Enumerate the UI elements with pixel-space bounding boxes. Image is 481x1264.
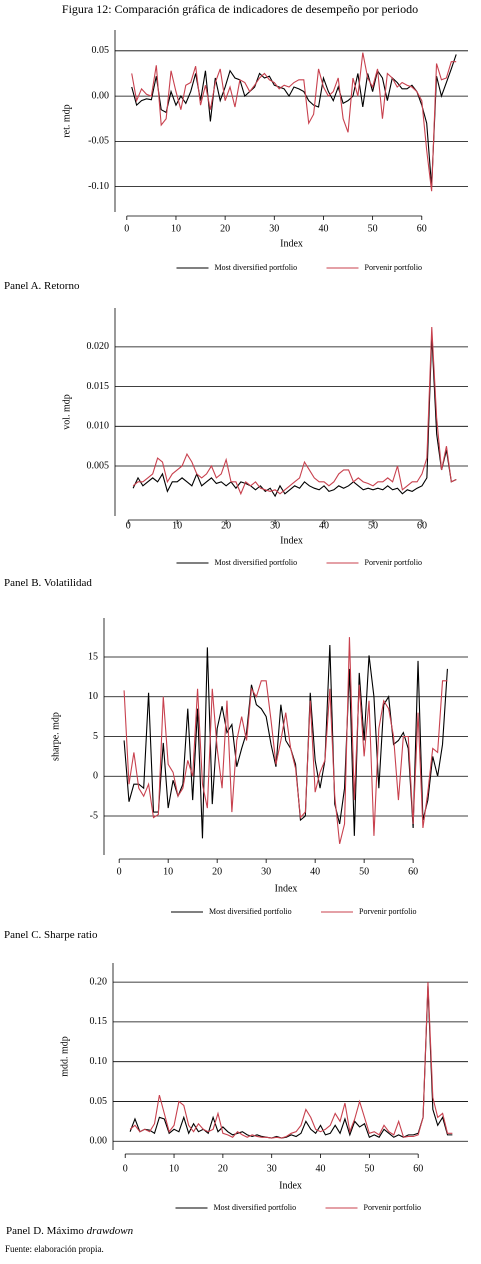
x-tick-label: 0 [123, 1163, 128, 1174]
caption-text: Panel A. Retorno [4, 280, 80, 292]
y-tick-label: 0.020 [87, 341, 110, 352]
y-tick-label: 10 [88, 691, 98, 702]
x-tick-label: 0 [117, 866, 122, 877]
legend-label: Porvenir portfolio [365, 558, 423, 567]
y-tick-label: -0.10 [88, 181, 109, 192]
y-axis-label: mdd. mdp [59, 1036, 70, 1077]
data-line [123, 645, 448, 839]
x-tick-label: 10 [171, 223, 181, 234]
x-tick-label: 50 [359, 866, 369, 877]
y-tick-label: 0.010 [87, 421, 110, 432]
x-tick-label: 40 [316, 1163, 326, 1174]
x-tick-label: 40 [318, 223, 328, 234]
x-tick-label: 40 [319, 520, 329, 531]
x-tick-label: 60 [408, 866, 418, 877]
legend-label: Most diversified portfolio [215, 558, 298, 567]
legend-label: Most diversified portfolio [214, 1203, 297, 1212]
panel-caption: Panel D. Máximo drawdown [6, 1225, 134, 1237]
x-tick-label: 60 [417, 223, 427, 234]
y-axis-label: vol. mdp [61, 394, 72, 430]
x-tick-label: 60 [417, 520, 427, 531]
y-tick-label: 0.05 [92, 45, 110, 56]
legend-label: Porvenir portfolio [359, 907, 417, 916]
data-line [129, 982, 453, 1139]
data-line [131, 54, 457, 187]
data-line [132, 334, 457, 498]
legend-label: Porvenir portfolio [364, 1203, 422, 1212]
caption-italic: drawdown [87, 1225, 134, 1237]
y-tick-label: 0.20 [90, 976, 108, 987]
x-axis-label: Index [275, 883, 298, 894]
y-tick-label: -5 [90, 810, 98, 821]
x-tick-label: 20 [220, 223, 230, 234]
panel-caption: Panel B. Volatilidad [4, 577, 92, 589]
y-tick-label: 0.10 [90, 1056, 108, 1067]
y-tick-label: 0.00 [92, 90, 110, 101]
panel-caption: Panel A. Retorno [4, 280, 80, 292]
y-tick-label: 0.15 [90, 1016, 108, 1027]
x-tick-label: 50 [364, 1163, 374, 1174]
y-axis-label: ret. mdp [61, 104, 72, 137]
legend-label: Porvenir portfolio [365, 263, 423, 272]
caption-text: Panel B. Volatilidad [4, 577, 92, 589]
source-note: Fuente: elaboración propia. [5, 1244, 104, 1254]
x-axis-label: Index [280, 238, 303, 249]
legend-label: Most diversified portfolio [215, 263, 298, 272]
x-tick-label: 20 [221, 520, 231, 531]
x-tick-label: 20 [218, 1163, 228, 1174]
x-tick-label: 60 [413, 1163, 423, 1174]
y-tick-label: 0.005 [87, 460, 110, 471]
x-axis-label: Index [279, 1180, 302, 1191]
x-tick-label: 50 [368, 520, 378, 531]
y-tick-label: 5 [93, 731, 98, 742]
y-tick-label: 15 [88, 651, 98, 662]
y-tick-label: -0.05 [88, 136, 109, 147]
data-line [132, 327, 457, 496]
x-tick-label: 30 [269, 223, 279, 234]
x-tick-label: 40 [310, 866, 320, 877]
data-line [131, 52, 457, 192]
x-tick-label: 10 [169, 1163, 179, 1174]
y-axis-label: sharpe. mdp [50, 712, 61, 761]
x-tick-label: 0 [124, 223, 129, 234]
y-tick-label: 0.015 [87, 381, 110, 392]
x-axis-label: Index [280, 535, 303, 546]
figure-title: Figura 12: Comparación gráfica de indica… [62, 2, 418, 16]
legend-label: Most diversified portfolio [209, 907, 292, 916]
x-tick-label: 10 [172, 520, 182, 531]
caption-text: Panel C. Sharpe ratio [4, 929, 98, 941]
x-tick-label: 10 [163, 866, 173, 877]
data-line [129, 986, 453, 1139]
y-tick-label: 0 [93, 771, 98, 782]
x-tick-label: 20 [212, 866, 222, 877]
x-tick-label: 30 [267, 1163, 277, 1174]
x-tick-label: 50 [368, 223, 378, 234]
x-tick-label: 30 [261, 866, 271, 877]
y-tick-label: 0.00 [90, 1136, 108, 1147]
data-line [123, 637, 448, 845]
y-tick-label: 0.05 [90, 1096, 108, 1107]
caption-text: Panel D. Máximo [6, 1225, 87, 1237]
panel-caption: Panel C. Sharpe ratio [4, 929, 98, 941]
x-tick-label: 30 [270, 520, 280, 531]
x-tick-label: 0 [126, 520, 131, 531]
